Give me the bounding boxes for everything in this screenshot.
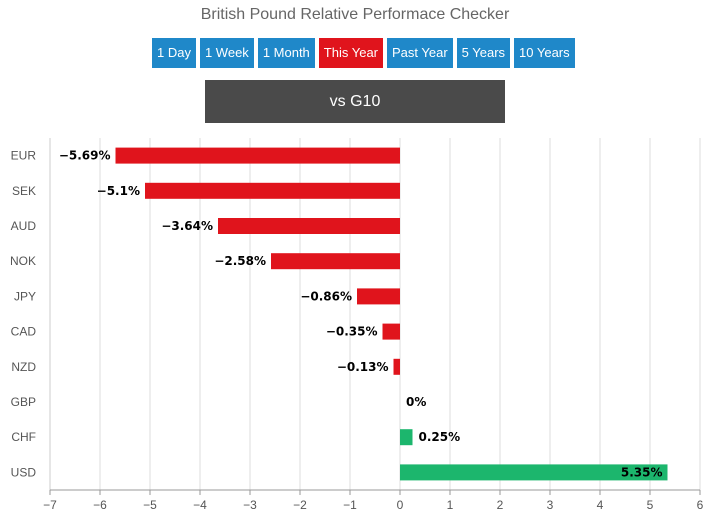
x-tick-label: 5 [647,498,654,512]
x-tick-label: 2 [497,498,504,512]
bar-jpy[interactable] [357,288,400,305]
bar-nok[interactable] [271,253,400,270]
category-label-nzd: NZD [11,360,36,374]
period-selector: 1 Day 1 Week 1 Month This Year Past Year… [152,38,575,68]
bar-usd[interactable] [400,464,668,481]
x-tick-label: −2 [293,498,307,512]
data-label-aud: −3.64% [161,219,213,233]
x-tick-label: 1 [447,498,454,512]
period-button-1-day[interactable]: 1 Day [152,38,196,68]
x-tick-label: −7 [43,498,57,512]
period-button-1-month[interactable]: 1 Month [257,38,315,68]
x-tick-label: −1 [343,498,357,512]
chart-labels: −5.69% −5.1% −3.64% −2.58% −0.86% −0.35% −0.13… [59,149,663,480]
x-tick-label: 0 [397,498,404,512]
chart-bars [115,147,668,481]
bar-eur[interactable] [115,147,401,164]
category-label-nok: NOK [10,254,36,268]
x-tick-label: −4 [193,498,207,512]
bar-nzd[interactable] [393,358,401,375]
data-label-nok: −2.58% [214,254,266,268]
data-label-sek: −5.1% [97,184,140,198]
data-label-nzd: −0.13% [337,360,389,374]
bar-chf[interactable] [400,429,413,446]
x-tick-label: −5 [143,498,157,512]
data-label-eur: −5.69% [59,149,111,163]
data-label-usd: 5.35% [621,465,663,479]
x-tick-label: 4 [597,498,604,512]
category-label-usd: USD [11,465,37,479]
comparison-group-bar[interactable]: vs G10 [205,80,505,123]
x-tick-label: 3 [547,498,554,512]
category-label-gbp: GBP [11,395,36,409]
category-label-chf: CHF [11,430,36,444]
x-tick-label: −6 [93,498,107,512]
category-label-eur: EUR [11,149,37,163]
bar-aud[interactable] [218,218,400,234]
x-tick-label: −3 [243,498,257,512]
data-label-cad: −0.35% [326,325,378,339]
data-label-chf: 0.25% [419,430,461,444]
chart-axis: −7 −6 −5 −4 −3 −2 −1 0 1 2 3 4 5 6 EUR SEK AUD NOK JPY CAD N… [10,138,704,512]
period-button-10-years[interactable]: 10 Years [514,38,575,68]
category-label-aud: AUD [11,219,37,233]
category-label-sek: SEK [12,184,36,198]
bar-cad[interactable] [382,323,401,340]
period-button-this-year[interactable]: This Year [318,38,383,68]
period-button-1-week[interactable]: 1 Week [199,38,254,68]
bar-sek[interactable] [145,182,400,199]
period-button-past-year[interactable]: Past Year [387,38,453,68]
data-label-jpy: −0.86% [300,289,352,303]
category-label-jpy: JPY [14,289,36,303]
page-title: British Pound Relative Performace Checke… [200,6,510,23]
period-button-5-years[interactable]: 5 Years [456,38,511,68]
data-label-gbp: 0% [406,395,426,409]
category-label-cad: CAD [11,325,37,339]
x-tick-label: 6 [697,498,704,512]
